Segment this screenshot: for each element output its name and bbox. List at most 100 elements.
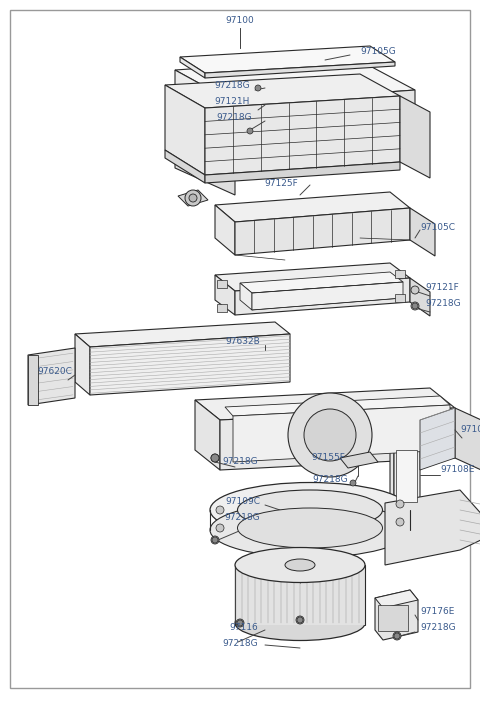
Text: 97632B: 97632B [225, 338, 260, 347]
Text: 97109C: 97109C [225, 498, 260, 507]
Polygon shape [75, 334, 90, 395]
Polygon shape [175, 148, 235, 195]
Bar [217, 280, 227, 288]
Polygon shape [410, 208, 435, 256]
Circle shape [396, 500, 404, 508]
Text: 97218G: 97218G [420, 623, 456, 633]
Circle shape [297, 617, 303, 623]
Text: 97121H: 97121H [215, 98, 250, 107]
Circle shape [412, 303, 418, 309]
Text: 97218G: 97218G [312, 475, 348, 484]
Ellipse shape [210, 503, 410, 557]
Text: 97155F: 97155F [311, 453, 345, 463]
Polygon shape [215, 192, 410, 222]
Polygon shape [394, 440, 420, 510]
Polygon shape [235, 208, 410, 255]
Ellipse shape [238, 508, 383, 548]
Circle shape [236, 619, 244, 627]
Circle shape [216, 506, 224, 514]
Circle shape [255, 85, 261, 91]
Text: 97218G: 97218G [222, 640, 258, 649]
Text: 97105C: 97105C [420, 223, 455, 232]
Polygon shape [400, 96, 430, 178]
Polygon shape [235, 278, 410, 315]
Text: 97218G: 97218G [215, 81, 250, 89]
Polygon shape [90, 334, 290, 395]
Polygon shape [180, 46, 395, 73]
Polygon shape [165, 85, 205, 175]
Bar [395, 294, 405, 302]
Polygon shape [455, 408, 480, 474]
Bar [28, 355, 38, 405]
Polygon shape [375, 590, 418, 608]
Polygon shape [205, 96, 400, 175]
Ellipse shape [238, 490, 383, 530]
Polygon shape [28, 348, 75, 405]
Circle shape [247, 128, 253, 134]
Polygon shape [165, 74, 400, 108]
Polygon shape [240, 272, 403, 293]
Circle shape [393, 632, 401, 640]
Polygon shape [175, 58, 415, 103]
Polygon shape [180, 57, 205, 78]
Circle shape [237, 620, 243, 626]
Polygon shape [233, 405, 450, 462]
Circle shape [211, 454, 219, 462]
Ellipse shape [210, 482, 410, 538]
Polygon shape [420, 408, 455, 470]
Polygon shape [235, 90, 415, 175]
Circle shape [189, 194, 197, 202]
Circle shape [288, 393, 372, 477]
Polygon shape [215, 275, 235, 315]
Text: 97105G: 97105G [360, 48, 396, 56]
Text: 97620C: 97620C [37, 368, 72, 376]
Text: 97121F: 97121F [425, 284, 459, 293]
Circle shape [216, 524, 224, 532]
Circle shape [396, 518, 404, 526]
Polygon shape [75, 322, 290, 347]
Text: 97100: 97100 [226, 16, 254, 25]
Polygon shape [178, 190, 208, 206]
Bar [395, 270, 405, 278]
Circle shape [350, 480, 356, 486]
Text: 97218G: 97218G [425, 300, 461, 308]
Circle shape [411, 286, 419, 294]
Bar [378, 605, 408, 631]
Polygon shape [165, 150, 205, 183]
Circle shape [394, 633, 400, 639]
Circle shape [304, 409, 356, 461]
Polygon shape [175, 70, 235, 175]
Polygon shape [390, 438, 394, 510]
Text: 97116: 97116 [229, 623, 258, 633]
Polygon shape [240, 283, 252, 310]
Bar [217, 304, 227, 312]
Polygon shape [225, 396, 450, 416]
Text: 97218G: 97218G [222, 458, 258, 467]
Polygon shape [375, 590, 418, 640]
Polygon shape [205, 162, 400, 183]
Text: 97218G: 97218G [224, 513, 260, 522]
Circle shape [185, 190, 201, 206]
Circle shape [212, 537, 218, 543]
Bar [235, 565, 365, 625]
Circle shape [296, 616, 304, 624]
Text: 97176E: 97176E [420, 607, 455, 616]
Polygon shape [205, 62, 395, 78]
Text: 97108E: 97108E [440, 465, 474, 475]
Ellipse shape [235, 606, 365, 640]
Text: 97218G: 97218G [216, 114, 252, 123]
Bar [396, 450, 417, 502]
Polygon shape [410, 278, 430, 316]
Text: 97109D: 97109D [460, 425, 480, 435]
Text: 97125F: 97125F [264, 178, 298, 187]
Polygon shape [220, 408, 455, 470]
Ellipse shape [285, 559, 315, 571]
Circle shape [211, 536, 219, 544]
Polygon shape [252, 282, 403, 310]
Ellipse shape [235, 548, 365, 583]
Polygon shape [385, 490, 480, 565]
Circle shape [211, 454, 219, 462]
Polygon shape [195, 400, 220, 470]
Polygon shape [340, 452, 378, 468]
Polygon shape [195, 388, 455, 420]
